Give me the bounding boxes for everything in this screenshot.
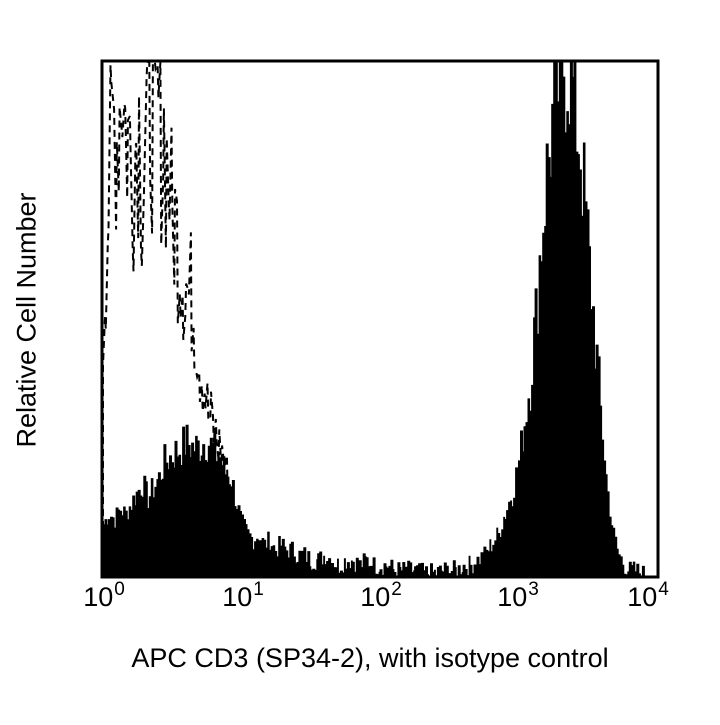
- plot-frame: [100, 59, 660, 579]
- x-tick-label-1e1: 101: [222, 579, 264, 612]
- x-tick-label-1e4: 104: [627, 579, 669, 612]
- x-tick-label-1e0: 100: [83, 579, 125, 612]
- y-axis-label: Relative Cell Number: [11, 192, 42, 448]
- x-tick-label-1e3: 103: [497, 579, 539, 612]
- isotype-control-histogram: [102, 61, 237, 576]
- cd3-stained-histogram: [102, 61, 646, 577]
- x-tick-label-1e2: 102: [360, 579, 402, 612]
- x-axis-label: APC CD3 (SP34-2), with isotype control: [131, 643, 609, 673]
